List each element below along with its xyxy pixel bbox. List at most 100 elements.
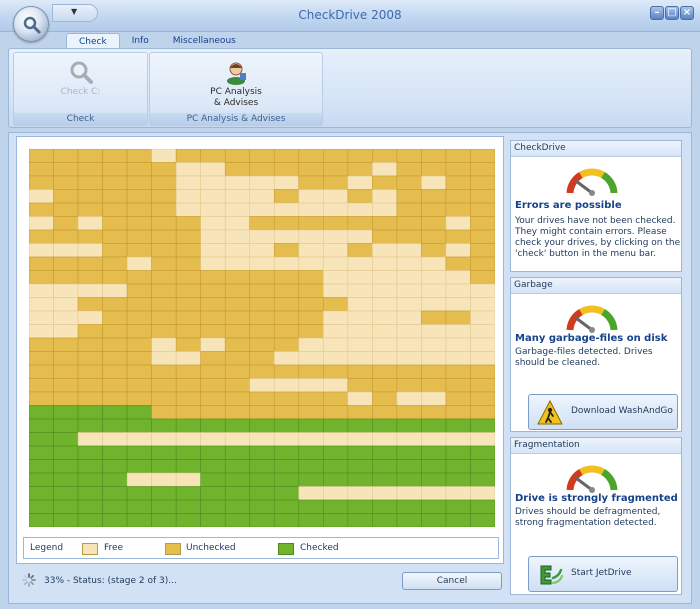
cluster-block [200,243,226,258]
cluster-block [200,256,226,271]
cluster-block [470,445,495,460]
cluster-block [200,445,226,460]
cluster-block [273,486,300,501]
cluster-block [323,162,349,177]
cluster-block [151,337,177,352]
cluster-block [224,513,251,527]
cluster-block [29,162,54,177]
cluster-block [298,324,324,339]
download-washandgo-button[interactable]: Download WashAndGo [528,394,678,430]
cluster-block [298,405,324,420]
cluster-block [347,499,373,514]
cluster-block [347,216,373,231]
panel-title: Many garbage-files on disk [515,333,668,344]
quick-access-toolbar[interactable]: ▼ [52,4,98,22]
cluster-block [372,486,398,501]
cluster-block [372,297,398,312]
close-button[interactable]: × [680,6,694,20]
cluster-block [200,432,226,447]
tab-info[interactable]: Info [131,36,149,46]
cluster-block [53,513,79,527]
cluster-block [249,351,275,366]
cluster-block [53,459,79,474]
cluster-block [102,202,128,217]
tab-check[interactable]: Check [66,33,120,49]
check-drive-button[interactable]: Check C: [14,55,147,113]
cluster-block [249,310,275,325]
dropdown-arrow-icon[interactable]: ▼ [71,7,78,16]
cluster-block [53,418,79,433]
tab-miscellaneous[interactable]: Miscellaneous [172,36,236,46]
cluster-block [102,189,128,204]
cluster-block [347,229,373,244]
cluster-block [445,189,471,204]
cluster-block [347,149,373,163]
cluster-block [175,270,201,285]
magnifier-icon [70,61,93,84]
cluster-block [445,432,471,447]
cluster-block [323,229,349,244]
cluster-block [273,162,300,177]
cluster-block [151,472,177,487]
cluster-block [151,445,177,460]
start-jetdrive-button[interactable]: Start JetDrive [528,556,678,592]
cluster-block [53,216,79,231]
cluster-block [200,229,226,244]
cluster-block [372,445,398,460]
cluster-block [200,499,226,514]
cluster-block [396,445,422,460]
cluster-block [421,378,447,393]
cancel-button[interactable]: Cancel [402,572,502,590]
cluster-block [396,499,422,514]
cluster-block [102,149,128,163]
legend-swatch-free [82,543,98,555]
ribbon-group-pc-analysis: PC Analysis & Advises PC Analysis & Advi… [149,52,323,126]
cluster-block [298,189,324,204]
cluster-block [273,459,300,474]
cluster-block [102,499,128,514]
cluster-block [445,149,471,163]
cluster-block [323,472,349,487]
cluster-block [175,472,201,487]
cluster-block [224,162,251,177]
cluster-block [298,351,324,366]
cluster-block [53,405,79,420]
minimize-button[interactable]: – [650,6,664,20]
cluster-block [126,216,152,231]
maximize-button[interactable]: □ [665,6,679,20]
cluster-block [53,337,79,352]
gauge-icon [566,465,618,493]
cluster-block [298,513,324,527]
cluster-block [175,283,201,298]
cluster-block [126,297,152,312]
cluster-block [347,297,373,312]
cluster-block [396,202,422,217]
cluster-block [470,499,495,514]
application-menu-button[interactable] [13,6,49,42]
cluster-block [347,337,373,352]
cluster-block [175,162,201,177]
cluster-block [470,405,495,420]
cluster-block [224,256,251,271]
cluster-block [323,432,349,447]
cluster-block [323,324,349,339]
legend-label-unchecked: Unchecked [186,543,236,553]
cluster-block [323,391,349,406]
cluster-block [224,351,251,366]
cluster-block [421,432,447,447]
cluster-block [421,216,447,231]
pc-analysis-button[interactable]: PC Analysis & Advises [150,55,322,113]
cluster-block [298,216,324,231]
cluster-block [126,391,152,406]
cluster-block [298,229,324,244]
cluster-block [323,202,349,217]
cluster-block [347,202,373,217]
cluster-block [470,432,495,447]
cluster-block [175,499,201,514]
cluster-block [421,513,447,527]
cluster-block [53,175,79,190]
cluster-block [126,513,152,527]
cluster-block [273,405,300,420]
cluster-block [249,472,275,487]
cluster-block [151,351,177,366]
